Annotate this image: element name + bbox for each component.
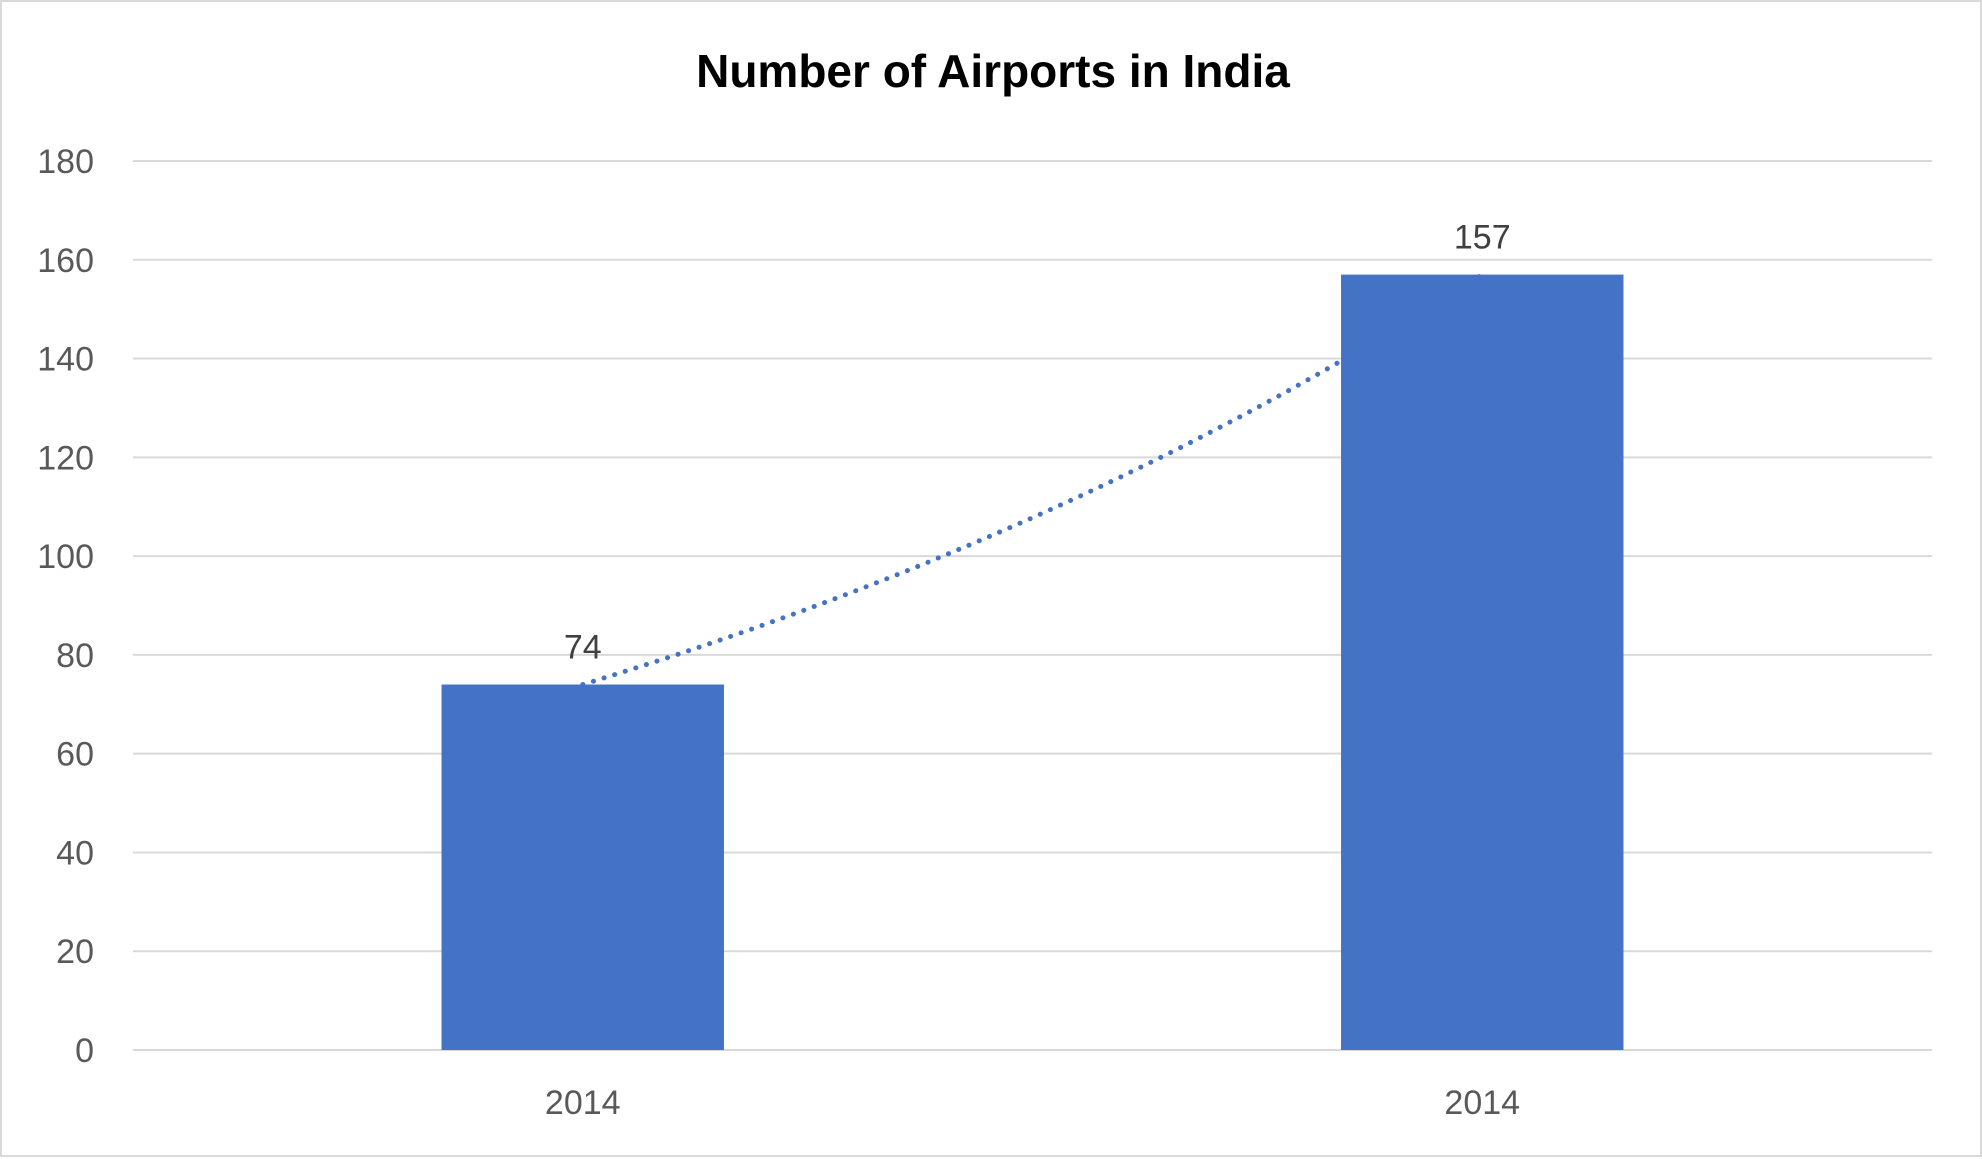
y-tick-label: 100 — [37, 538, 94, 576]
data-label: 74 — [564, 629, 602, 667]
trendline — [580, 272, 1485, 687]
bar — [441, 684, 724, 1050]
bar — [1341, 274, 1624, 1050]
bars — [441, 274, 1624, 1050]
y-tick-label: 140 — [37, 341, 94, 379]
gridlines — [133, 160, 1932, 1051]
y-tick-label: 160 — [37, 242, 94, 280]
trendline-layer — [580, 272, 1485, 687]
x-axis-ticks: 2014 2014 — [545, 1084, 1520, 1122]
y-tick-label: 20 — [56, 933, 94, 971]
data-labels: 74 157 — [564, 219, 1511, 667]
x-tick-label: 2014 — [545, 1084, 621, 1122]
y-tick-label: 60 — [56, 736, 94, 774]
data-label: 157 — [1454, 219, 1511, 257]
y-tick-label: 40 — [56, 834, 94, 872]
y-tick-label: 80 — [56, 637, 94, 675]
x-tick-label: 2014 — [1444, 1084, 1520, 1122]
chart-title: Number of Airports in India — [696, 45, 1290, 97]
y-axis-ticks: 0 20 40 60 80 100 120 140 160 180 — [37, 143, 94, 1070]
y-tick-label: 0 — [75, 1032, 94, 1070]
y-tick-label: 180 — [37, 143, 94, 181]
y-tick-label: 120 — [37, 439, 94, 477]
